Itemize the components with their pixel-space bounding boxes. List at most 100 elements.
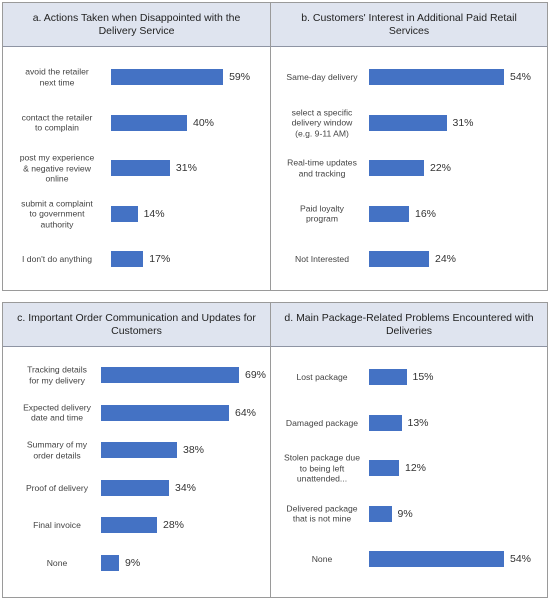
bar-c-4 [101,517,157,534]
category-label-line: Real-time updates [287,157,357,168]
category-label-line: Damaged package [285,417,359,428]
category-label-d-1: Damaged package [277,417,367,428]
category-label-line: None [311,553,333,564]
category-label-line: to complain [35,122,79,133]
data-label-b-4: 24% [435,253,457,265]
chart-panel-b: b. Customers' Interest in Additional Pai… [270,2,548,291]
category-label-line: avoid the retailer [25,66,89,77]
category-label-c-0: Tracking details for my delivery [9,365,105,386]
category-label-line: Paid loyalty [300,203,344,213]
category-label-line: submit a complaint [21,197,93,208]
chart-panel-a: a. Actions Taken when Disappointed with … [2,2,271,291]
bar-c-3 [101,479,169,496]
bar-d-0 [369,369,407,385]
category-label-a-4: I don't do anything [9,254,105,265]
category-label-line: Lost package [296,371,348,382]
bar-a-4 [111,251,144,267]
category-label-line: None [46,557,68,568]
category-label-c-5: None [9,558,105,569]
data-label-a-0: 59% [229,71,251,83]
bar-b-1 [369,114,447,131]
category-label-line: next time [39,77,75,87]
category-label-line: I don't do anything [22,253,92,264]
category-label-line: post my experience [19,152,95,163]
category-label-line: Proof of delivery [25,482,89,493]
chart-panel-c: c. Important Order Communication and Upd… [2,302,271,598]
category-label-b-1: select a specific delivery window (e.g. 9-… [277,107,367,139]
category-label-line: order details [33,450,81,461]
category-label-line: Expected delivery [23,402,91,413]
bar-b-4 [369,251,429,267]
chart-panel-d: d. Main Package-Related Problems Encount… [270,302,548,598]
bar-d-3 [369,505,392,522]
bar-c-5 [101,555,119,571]
data-label-c-4: 28% [163,519,185,532]
category-label-d-2: Stolen package due to being left unattende… [277,452,367,484]
bar-b-2 [369,160,424,176]
bar-d-4 [369,551,504,567]
data-label-d-1: 13% [407,416,429,429]
data-label-c-3: 34% [175,481,197,494]
category-label-line: Stolen package due [284,452,360,463]
data-label-b-3: 16% [415,207,437,220]
category-label-a-3: submit a complaint to government authority [9,198,105,230]
category-label-d-3: Delivered package that is not mine [277,503,367,524]
data-label-d-0: 15% [412,371,434,383]
data-label-c-2: 38% [183,444,205,457]
category-label-line: (e.g. 9-11 AM) [295,127,349,138]
category-label-d-4: None [277,554,367,565]
data-label-c-1: 64% [235,406,257,419]
data-label-a-2: 31% [175,162,197,174]
chart-title-c: c. Important Order Communication and Upd… [3,303,270,347]
category-label-b-4: Not Interested [277,254,367,265]
bar-c-1 [101,404,229,421]
bar-a-0 [111,69,224,85]
bar-c-2 [101,442,177,459]
category-label-c-3: Proof of delivery [9,483,105,494]
bar-a-3 [111,205,138,222]
category-label-a-0: avoid the retailer next time [9,67,105,88]
data-label-b-2: 22% [430,162,452,174]
category-label-line: Summary of my [26,439,88,450]
category-label-a-1: contact the retailer to complain [9,112,105,133]
data-label-d-4: 54% [510,553,532,565]
category-label-line: delivery window [291,117,353,128]
bar-b-3 [369,205,409,222]
category-label-line: Delivered package [286,503,358,513]
bar-d-2 [369,460,399,476]
category-label-d-0: Lost package [277,372,367,383]
category-label-line: online [45,173,69,184]
category-label-line: to government [29,208,85,219]
bar-a-1 [111,114,187,131]
category-label-line: contact the retailer [21,112,93,122]
category-label-b-2: Real-time updates and tracking [277,158,367,179]
category-label-b-3: Paid loyalty program [277,203,367,224]
bar-b-0 [369,69,504,85]
bar-d-1 [369,414,402,431]
bar-a-2 [111,160,170,176]
category-label-a-2: post my experience & negative review onlin… [9,152,105,184]
data-label-b-0: 54% [510,71,532,83]
data-label-a-1: 40% [193,116,215,129]
bar-c-0 [101,367,239,383]
category-label-c-4: Final invoice [9,520,105,531]
category-label-b-0: Same-day delivery [277,72,367,83]
category-label-line: and tracking [298,168,346,178]
category-label-c-2: Summary of my order details [9,440,105,461]
category-label-line: date and time [30,412,84,423]
category-label-line: unattended... [296,473,348,484]
category-label-line: authority [40,218,74,229]
chart-title-a: a. Actions Taken when Disappointed with … [3,3,270,47]
data-label-a-3: 14% [143,207,165,220]
category-label-line: Not Interested [295,253,349,264]
category-label-line: select a specific [291,106,353,117]
category-label-line: Tracking details [27,364,87,375]
data-label-d-2: 12% [405,462,427,474]
category-label-line: program [306,213,338,224]
chart-title-b: b. Customers' Interest in Additional Pai… [271,3,547,47]
data-label-a-4: 17% [149,253,171,265]
data-label-c-5: 9% [125,557,141,569]
data-label-c-0: 69% [245,369,267,381]
category-label-line: & negative review [23,162,91,173]
category-label-line: Final invoice [33,520,81,531]
